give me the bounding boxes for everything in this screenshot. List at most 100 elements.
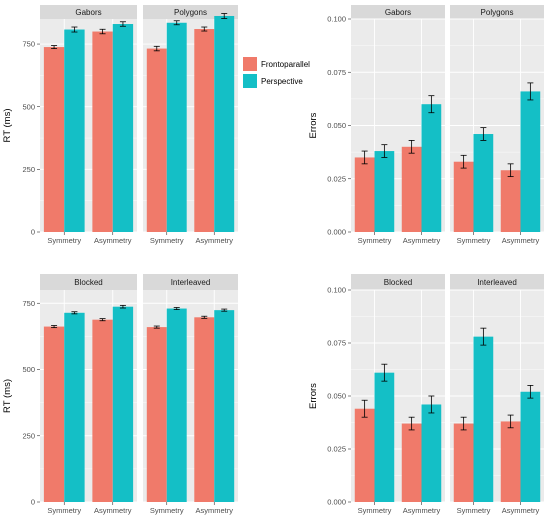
error-bar (460, 154, 467, 169)
y-tick-label: 0 (31, 498, 35, 507)
error-bar (71, 26, 78, 33)
y-tick-label: 0 (31, 228, 35, 237)
y-axis-label: RT (ms) (2, 109, 13, 143)
error-bar (153, 45, 160, 52)
error-bar (480, 127, 487, 141)
chart-1: RT (ms) 0 250 500 750 Gabors Symmetry Asymmetry… (2, 5, 238, 245)
facet-blocked: Blocked Symmetry Asymmetry (40, 274, 137, 515)
x-tick-label: Symmetry (150, 236, 184, 245)
legend-key-frontoparallel (243, 57, 257, 71)
error-bar (153, 325, 160, 329)
y-tick-label: 750 (22, 299, 35, 308)
x-tick-label: Asymmetry (94, 506, 132, 515)
bar-perspective-symmetry (374, 372, 395, 502)
bar-perspective-symmetry (473, 336, 494, 502)
bar-perspective-symmetry (166, 308, 187, 502)
error-bar (527, 384, 534, 399)
y-tick-label: 0.100 (327, 15, 346, 24)
bar-perspective-asymmetry (214, 310, 235, 502)
bar-perspective-asymmetry (112, 24, 134, 232)
facet-strip (40, 5, 137, 19)
bar-frontoparallel-symmetry (146, 48, 167, 232)
error-bar (408, 416, 415, 431)
facet-strip-label: Gabors (385, 8, 411, 17)
x-tick-label: Asymmetry (403, 236, 441, 245)
bar-frontoparallel-asymmetry (92, 319, 113, 502)
bar-perspective-asymmetry (421, 404, 442, 502)
bar-perspective-symmetry (374, 151, 395, 232)
bar-frontoparallel-asymmetry (194, 29, 215, 232)
y-tick-label: 0.100 (327, 286, 346, 295)
bar-perspective-symmetry (473, 134, 494, 232)
error-bar (119, 304, 126, 309)
error-bar (51, 325, 58, 329)
facet-strip (450, 5, 544, 19)
error-bar (428, 395, 435, 414)
bar-frontoparallel-symmetry (43, 47, 65, 232)
facet-strip-label: Polygons (174, 8, 207, 17)
legend: Frontoparallel Perspective (243, 57, 310, 88)
facet-strip (143, 274, 238, 290)
error-bar (480, 327, 487, 346)
error-bar (119, 21, 126, 27)
bar-frontoparallel-asymmetry (500, 170, 521, 232)
x-tick-label: Asymmetry (94, 236, 132, 245)
legend-label-frontoparallel: Frontoparallel (261, 60, 310, 69)
error-bar (201, 26, 208, 32)
x-tick-label: Asymmetry (403, 506, 441, 515)
error-bar (381, 144, 388, 158)
x-tick-label: Symmetry (457, 236, 491, 245)
error-bar (99, 28, 106, 35)
bar-perspective-symmetry (64, 312, 85, 502)
bar-perspective-asymmetry (112, 306, 134, 502)
x-tick-label: Symmetry (47, 506, 81, 515)
y-tick-label: 500 (22, 102, 35, 111)
bar-frontoparallel-symmetry (354, 157, 375, 232)
y-axis-label: RT (ms) (2, 379, 13, 413)
error-bar (173, 307, 180, 311)
y-tick-label: 500 (22, 365, 35, 374)
x-tick-label: Asymmetry (502, 506, 540, 515)
facet-interleaved: Interleaved Symmetry Asymmetry (143, 274, 238, 515)
facet-strip (351, 5, 445, 19)
x-tick-label: Symmetry (47, 236, 81, 245)
error-bar (527, 82, 534, 101)
chart-4: Errors 0.000 0.025 0.050 0.075 0.100 Blocked Sy… (308, 274, 544, 515)
bar-perspective-asymmetry (214, 15, 235, 233)
facet-strip (143, 5, 238, 19)
facet-strip-label: Interleaved (171, 278, 211, 287)
x-tick-label: Asymmetry (502, 236, 540, 245)
facet-gabors: Gabors Symmetry Asymmetry (351, 5, 445, 245)
bar-frontoparallel-asymmetry (500, 421, 521, 502)
x-tick-label: Symmetry (358, 236, 392, 245)
error-bar (99, 318, 106, 322)
chart-2: Errors 0.000 0.025 0.050 0.075 0.100 Gabors Sym… (308, 5, 544, 245)
error-bar (51, 45, 58, 49)
bar-frontoparallel-symmetry (453, 161, 474, 232)
y-axis-label: Errors (308, 112, 319, 138)
bar-frontoparallel-asymmetry (401, 423, 422, 502)
bar-perspective-asymmetry (421, 104, 442, 232)
y-tick-label: 0.075 (327, 339, 346, 348)
bar-perspective-symmetry (166, 22, 187, 233)
y-tick-label: 750 (22, 40, 35, 49)
y-tick-label: 0.075 (327, 68, 346, 77)
y-tick-label: 0.050 (327, 392, 346, 401)
facet-polygons: Polygons Symmetry Asymmetry (143, 5, 238, 245)
y-tick-label: 250 (22, 165, 35, 174)
legend-label-perspective: Perspective (261, 77, 303, 86)
error-bar (173, 20, 180, 26)
x-tick-label: Asymmetry (196, 236, 234, 245)
error-bar (428, 95, 435, 114)
y-tick-label: 0.025 (327, 445, 346, 454)
y-tick-label: 0.000 (327, 228, 346, 237)
facet-blocked: Blocked Symmetry Asymmetry (351, 274, 445, 515)
y-tick-label: 0.025 (327, 174, 346, 183)
bar-frontoparallel-asymmetry (401, 146, 422, 232)
x-tick-label: Symmetry (457, 506, 491, 515)
facet-strip-label: Polygons (481, 8, 514, 17)
y-axis-label: Errors (308, 383, 319, 409)
x-tick-label: Asymmetry (196, 506, 234, 515)
bar-frontoparallel-asymmetry (194, 317, 215, 502)
bar-frontoparallel-symmetry (354, 408, 375, 502)
